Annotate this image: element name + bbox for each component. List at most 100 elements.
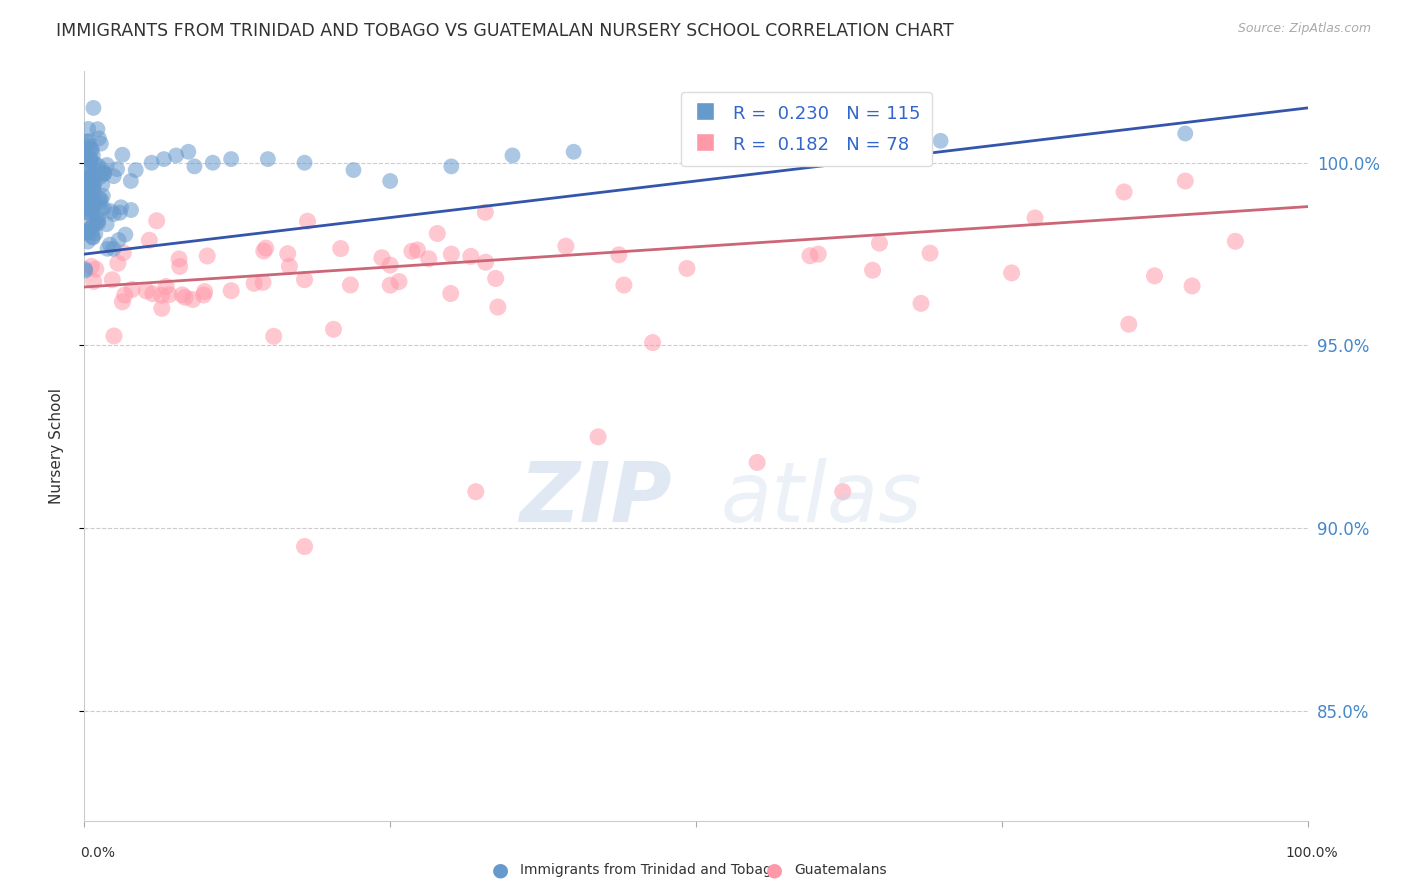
Point [77,153,100,167]
Point [84,196,107,211]
Point [73,205,96,219]
Point [641,335,664,350]
Point [93,201,115,215]
Point [80,154,103,169]
Point [294,540,316,554]
Point [120,202,142,217]
Point [380,278,402,293]
Point [554,239,576,253]
Point [76,235,98,249]
Point [252,275,274,289]
Point [401,244,423,259]
Point [79,191,101,205]
Point [80,203,103,218]
Point [138,233,160,247]
Point [103,169,125,183]
Point [1001,266,1024,280]
Point [807,141,830,155]
Point [86,122,108,136]
Point [84,227,107,241]
Point [169,260,191,274]
Point [79,221,101,235]
Point [86,216,108,230]
Point [83,156,105,170]
Point [90,193,112,207]
Point [219,152,242,166]
Point [96,158,118,172]
Point [440,247,463,261]
Point [82,230,104,244]
Point [76,135,98,149]
Point [80,143,103,157]
Point [82,148,104,162]
Point [89,195,111,210]
Point [79,166,101,180]
Point [82,197,104,211]
Point [110,200,132,214]
Point [342,163,364,178]
Point [167,252,190,266]
Point [869,236,891,251]
Text: atlas: atlas [720,458,922,539]
Point [1118,317,1140,331]
Point [1114,185,1136,199]
Point [474,255,496,269]
Point [607,248,630,262]
Text: IMMIGRANTS FROM TRINIDAD AND TOBAGO VS GUATEMALAN NURSERY SCHOOL CORRELATION CHA: IMMIGRANTS FROM TRINIDAD AND TOBAGO VS G… [56,22,955,40]
Point [142,286,165,301]
Point [93,167,115,181]
Point [96,217,118,231]
Point [277,246,299,260]
Point [1174,174,1197,188]
Point [75,264,97,278]
Point [82,230,104,244]
Point [181,293,204,307]
Point [329,242,352,256]
Point [440,160,463,174]
Point [82,182,104,196]
Point [83,178,105,193]
Point [322,322,344,336]
Point [193,288,215,302]
Point [486,300,509,314]
Point [91,189,114,203]
Point [201,155,224,169]
Point [80,153,103,167]
Point [73,262,96,277]
Point [406,243,429,257]
Point [79,160,101,174]
Point [294,155,316,169]
Point [90,136,112,151]
Point [87,211,110,225]
Point [82,184,104,198]
Point [77,183,100,197]
Point [103,207,125,221]
Text: 0.0%: 0.0% [80,846,115,860]
Text: Guatemalans: Guatemalans [794,863,887,877]
Point [75,185,97,199]
Point [1181,279,1204,293]
Text: ●: ● [766,860,783,880]
Point [918,246,941,260]
Point [297,214,319,228]
Point [76,147,98,161]
Point [93,166,115,180]
Point [586,430,609,444]
Point [807,247,830,261]
Point [82,101,104,115]
Point [103,242,125,256]
Point [485,271,508,285]
Point [80,188,103,202]
Text: ●: ● [492,860,509,880]
Point [120,174,142,188]
Point [76,225,98,239]
Point [474,205,496,219]
Point [135,284,157,298]
Point [80,260,103,274]
Point [77,140,100,154]
Point [1225,235,1247,249]
Point [219,284,242,298]
Point [80,202,103,217]
Point [87,213,110,227]
Point [141,155,163,169]
